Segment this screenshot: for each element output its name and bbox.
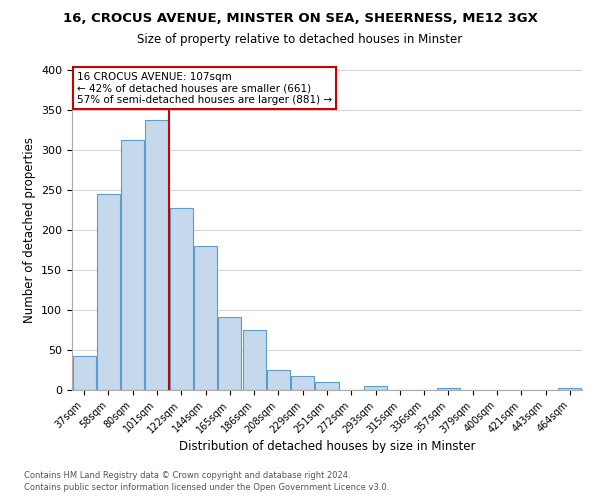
Bar — [194, 246, 217, 390]
Text: 16, CROCUS AVENUE, MINSTER ON SEA, SHEERNESS, ME12 3GX: 16, CROCUS AVENUE, MINSTER ON SEA, SHEER… — [62, 12, 538, 26]
Bar — [316, 382, 338, 390]
Text: Contains HM Land Registry data © Crown copyright and database right 2024.: Contains HM Land Registry data © Crown c… — [24, 471, 350, 480]
Bar — [121, 140, 144, 390]
Bar — [218, 317, 241, 390]
Bar — [267, 370, 290, 390]
Bar — [437, 388, 460, 390]
Bar — [559, 388, 581, 390]
Text: Contains public sector information licensed under the Open Government Licence v3: Contains public sector information licen… — [24, 484, 389, 492]
Bar — [364, 386, 387, 390]
Bar — [291, 376, 314, 390]
Bar — [242, 330, 266, 390]
Text: 16 CROCUS AVENUE: 107sqm
← 42% of detached houses are smaller (661)
57% of semi-: 16 CROCUS AVENUE: 107sqm ← 42% of detach… — [77, 72, 332, 105]
Y-axis label: Number of detached properties: Number of detached properties — [23, 137, 35, 323]
Bar — [73, 356, 95, 390]
Text: Size of property relative to detached houses in Minster: Size of property relative to detached ho… — [137, 32, 463, 46]
X-axis label: Distribution of detached houses by size in Minster: Distribution of detached houses by size … — [179, 440, 475, 454]
Bar — [145, 120, 169, 390]
Bar — [97, 194, 120, 390]
Bar — [170, 208, 193, 390]
